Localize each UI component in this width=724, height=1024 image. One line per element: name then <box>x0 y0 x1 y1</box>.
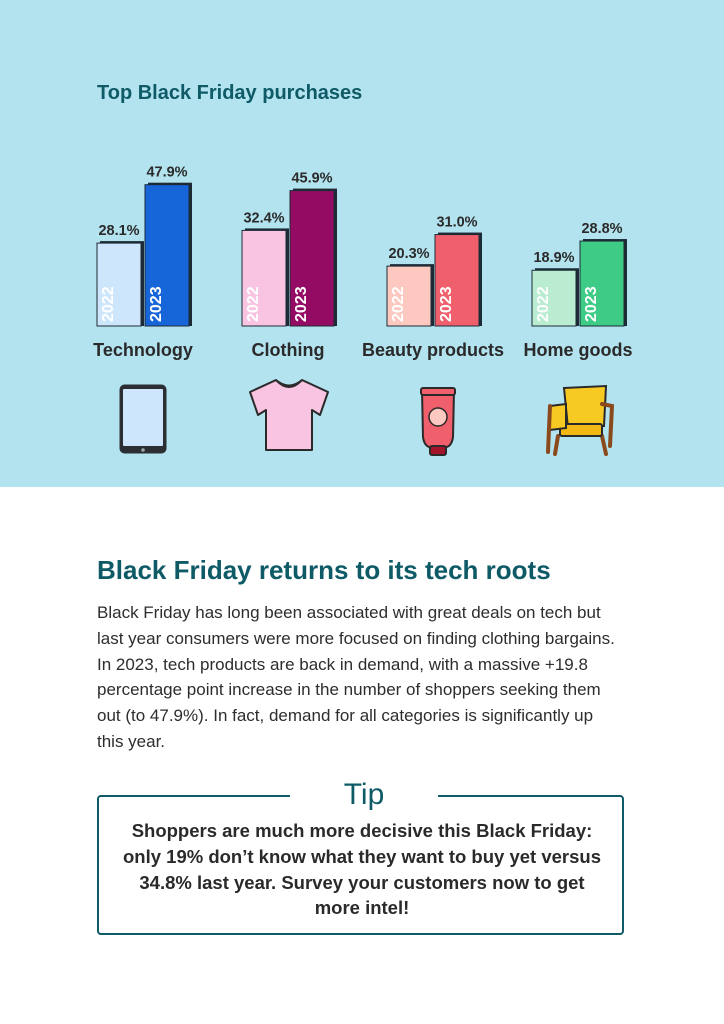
bar-year-label: 2023 <box>293 286 310 322</box>
bar-2023 <box>289 190 335 327</box>
bar-2022 <box>531 269 577 327</box>
bar-year-label: 2023 <box>148 286 165 322</box>
bar-2022 <box>241 229 287 327</box>
chart-title: Top Black Friday purchases <box>97 82 363 104</box>
tablet-icon <box>119 384 167 454</box>
bar-year-label: 2023 <box>583 286 600 322</box>
category-label: Beauty products <box>362 340 504 360</box>
bar-2022 <box>386 265 432 327</box>
bar-value-label: 28.8% <box>581 221 622 237</box>
bar-year-label: 2022 <box>535 286 552 322</box>
tip-title: Tip <box>290 776 438 814</box>
article-body: Black Friday has long been associated wi… <box>97 603 615 751</box>
bar-2023 <box>434 234 480 327</box>
tip-text: Shoppers are much more decisive this Bla… <box>122 820 601 919</box>
bar-2022 <box>96 242 142 327</box>
article-title: Black Friday returns to its tech roots <box>97 555 551 585</box>
bar-2023 <box>144 184 190 327</box>
bar-2023 <box>579 240 625 327</box>
bar-value-label: 32.4% <box>243 210 284 226</box>
cosmetic-tube-icon <box>420 387 456 456</box>
bar-value-label: 45.9% <box>291 171 332 187</box>
category-label: Clothing <box>252 340 325 360</box>
bar-year-label: 2023 <box>438 286 455 322</box>
bar-value-label: 20.3% <box>388 246 429 262</box>
bar-value-label: 18.9% <box>533 250 574 266</box>
armchair-icon <box>546 384 614 456</box>
bar-value-label: 28.1% <box>98 223 139 239</box>
bar-value-label: 31.0% <box>436 215 477 231</box>
bar-year-label: 2022 <box>390 286 407 322</box>
t-shirt-icon <box>249 379 329 451</box>
bar-value-label: 47.9% <box>146 165 187 181</box>
bar-chart: 28.1% 2022 47.9% 2023 Technology 32.4% 2022 45.… <box>93 165 632 360</box>
bar-year-label: 2022 <box>245 286 262 322</box>
bar-year-label: 2022 <box>100 286 117 322</box>
category-label: Technology <box>93 340 193 360</box>
category-label: Home goods <box>523 340 632 360</box>
